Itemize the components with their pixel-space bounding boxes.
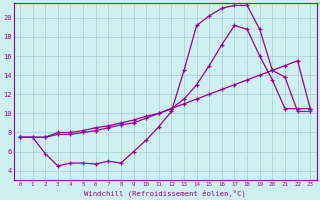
X-axis label: Windchill (Refroidissement éolien,°C): Windchill (Refroidissement éolien,°C) xyxy=(84,189,246,197)
